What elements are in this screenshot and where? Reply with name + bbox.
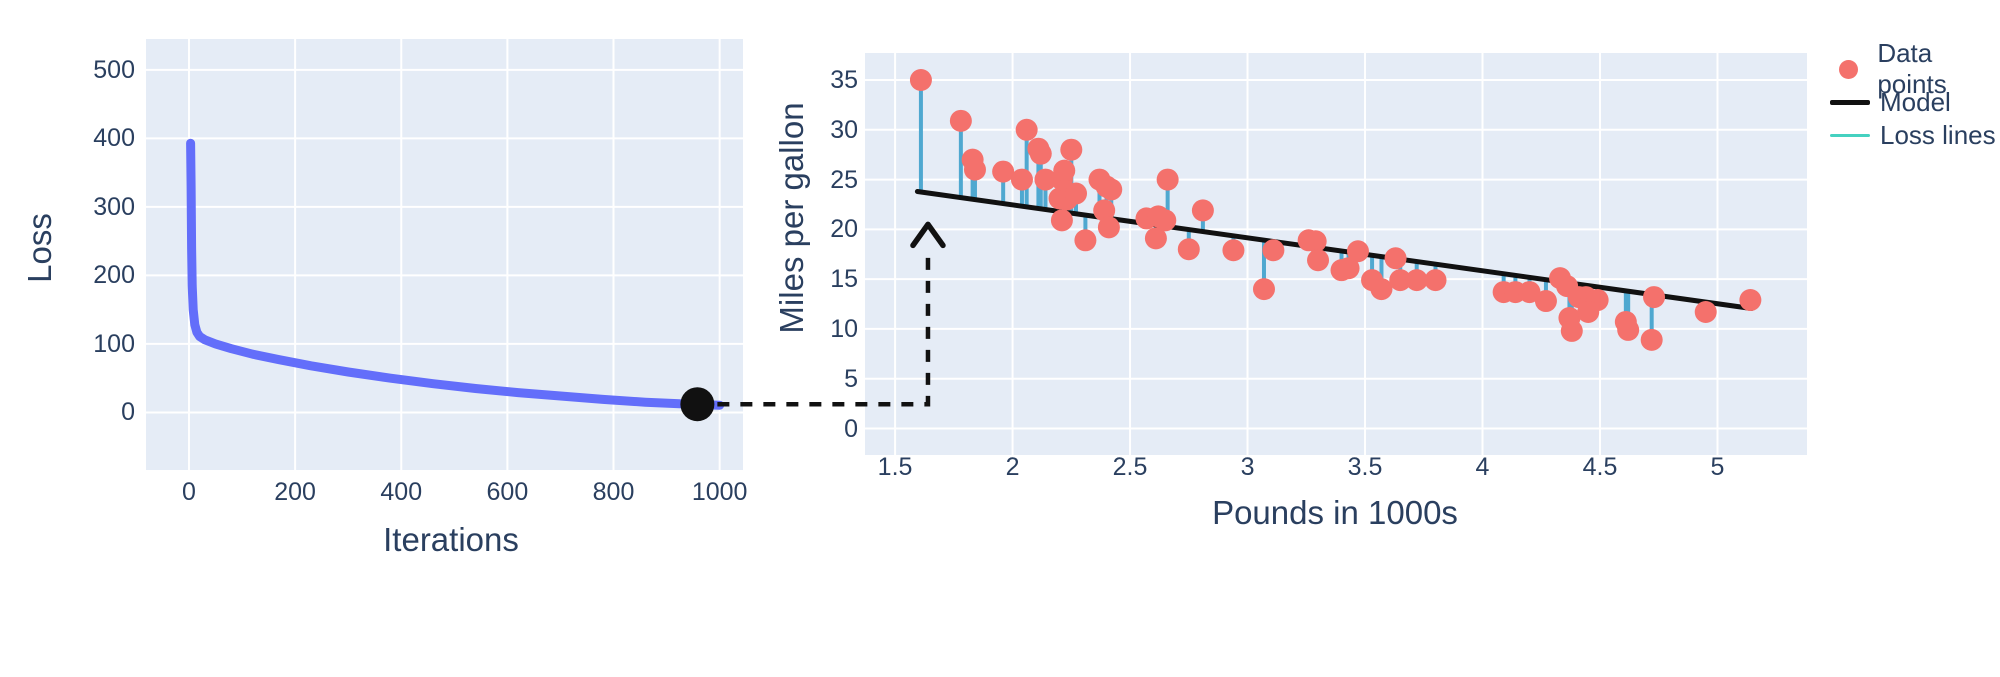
- legend-item-data-points[interactable]: Data points: [1830, 38, 2000, 99]
- legend-label: Loss lines: [1880, 119, 1996, 150]
- loss-arrow-annotation: [717, 221, 946, 407]
- legend: Data points Model Loss lines: [1830, 38, 2000, 150]
- legend-label: Model: [1880, 86, 1951, 117]
- loss-line-swatch-icon: [1830, 133, 1870, 137]
- scatter-chart[interactable]: [865, 53, 1807, 455]
- scatter-points[interactable]: [909, 68, 1762, 351]
- model-line-swatch-icon: [1830, 99, 1870, 105]
- legend-label: Data points: [1877, 38, 1947, 99]
- loss-curve[interactable]: [186, 138, 725, 410]
- data-point-swatch-icon: [1830, 59, 1867, 79]
- loss-chart[interactable]: [146, 39, 743, 470]
- legend-item-loss-lines[interactable]: Loss lines: [1830, 119, 2000, 150]
- legend-item-model[interactable]: Model: [1830, 86, 2000, 117]
- final-loss-dot[interactable]: [680, 387, 715, 422]
